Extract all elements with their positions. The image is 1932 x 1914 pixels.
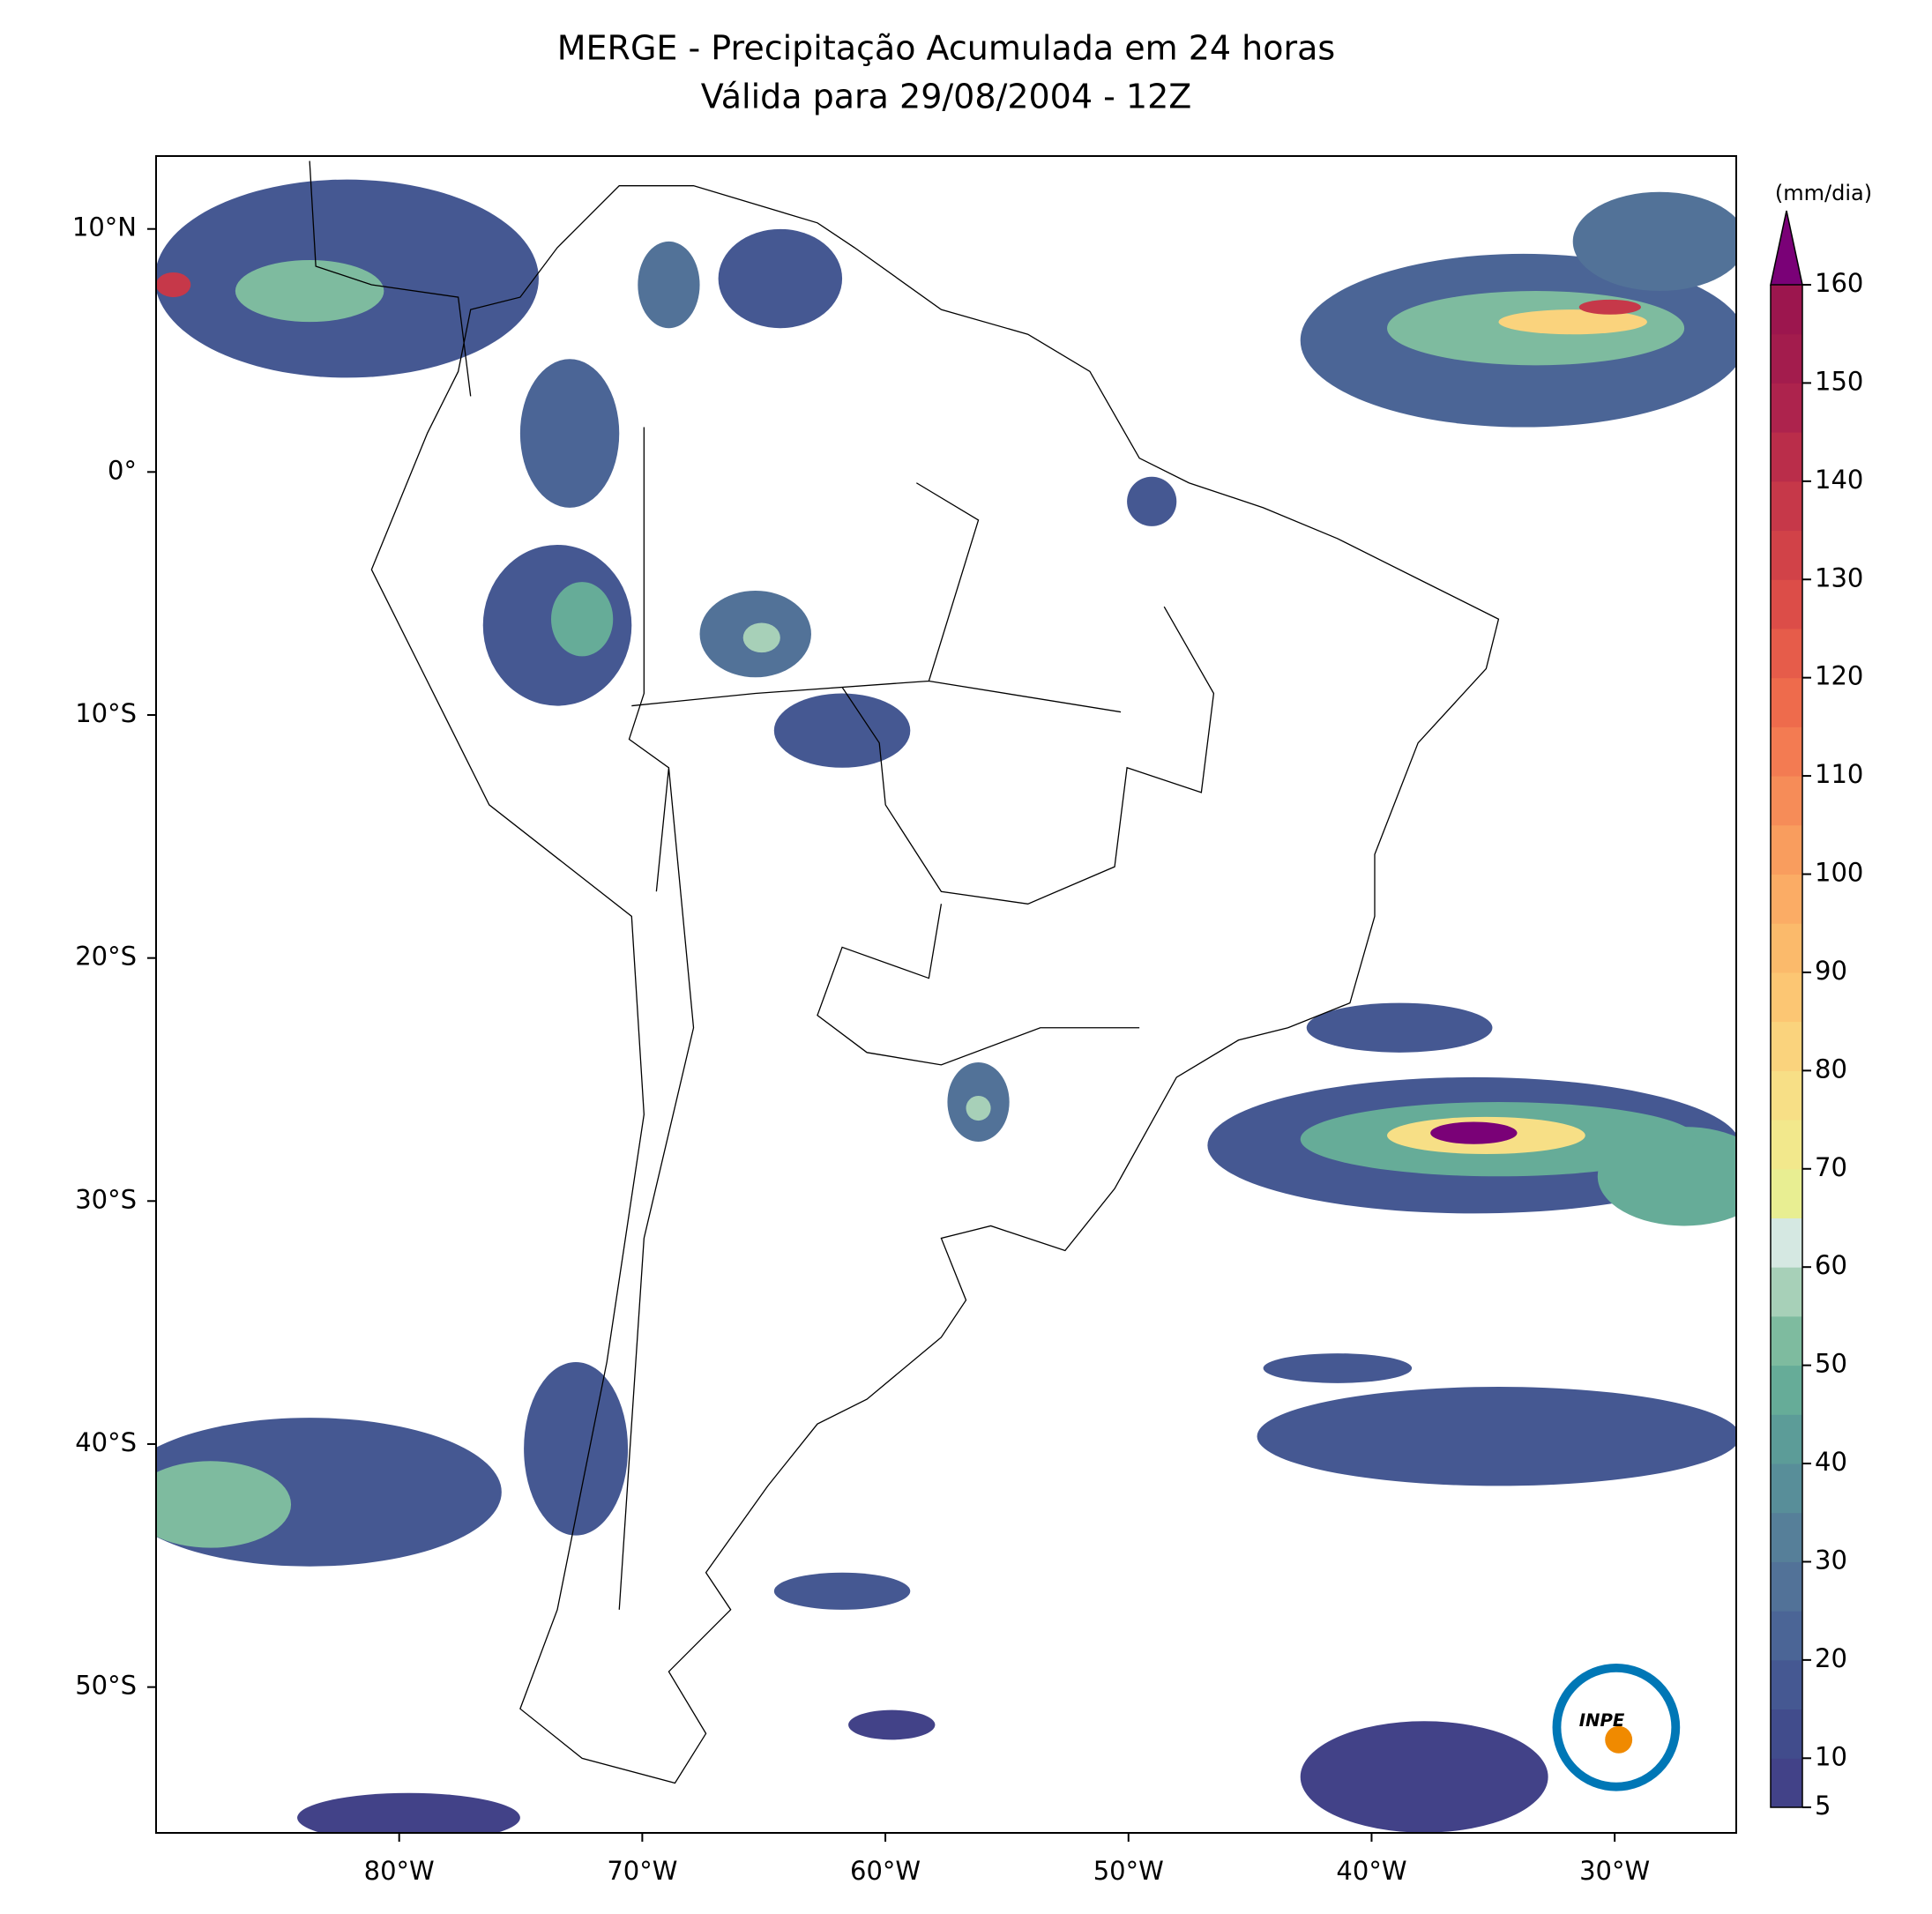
y-tick-label: 20°S xyxy=(75,942,137,972)
colorbar-band xyxy=(1771,923,1802,973)
colorbar-tick-label: 30 xyxy=(1815,1545,1847,1575)
colorbar-tick-label: 50 xyxy=(1815,1349,1847,1379)
country-borders xyxy=(619,428,1213,1610)
logo-text: INPE xyxy=(1579,1710,1625,1731)
colorbar-band xyxy=(1771,972,1802,1023)
colorbar-band xyxy=(1771,1120,1802,1170)
colorbar-band xyxy=(1771,1168,1802,1218)
colorbar-tick-label: 80 xyxy=(1815,1054,1847,1084)
colorbar-tick-label: 20 xyxy=(1815,1643,1847,1673)
colorbar-frame xyxy=(1770,285,1803,1808)
colorbar-tick-label: 90 xyxy=(1815,956,1847,986)
plot-frame xyxy=(155,155,1737,1834)
colorbar-band xyxy=(1771,432,1802,482)
colorbar-tick-label: 5 xyxy=(1815,1791,1831,1821)
colorbar-band xyxy=(1771,628,1802,679)
colorbar-band xyxy=(1771,530,1802,580)
colorbar-band xyxy=(1771,1070,1802,1121)
precipitation-field xyxy=(155,179,1737,1833)
colorbar-band xyxy=(1771,776,1802,826)
title: MERGE - Precipitação Acumulada em 24 hor… xyxy=(557,29,1335,68)
y-tick-label: 10°N xyxy=(72,212,137,242)
colorbar-unit: (mm/dia) xyxy=(1775,181,1872,205)
colorbar-tick-label: 130 xyxy=(1815,562,1863,592)
colorbar-band xyxy=(1771,1463,1802,1514)
y-tick-label: 40°S xyxy=(75,1427,137,1457)
x-tick-label: 80°W xyxy=(364,1856,435,1886)
colorbar-band xyxy=(1771,1365,1802,1415)
y-tick-label: 50°S xyxy=(75,1671,137,1701)
colorbar-band xyxy=(1771,1512,1802,1562)
colorbar-band xyxy=(1771,1709,1802,1759)
colorbar-band xyxy=(1771,1021,1802,1071)
colorbar-band xyxy=(1771,1611,1802,1661)
colorbar-tick-label: 150 xyxy=(1815,366,1863,396)
colorbar-band xyxy=(1771,824,1802,875)
y-tick-label: 30°S xyxy=(75,1184,137,1214)
colorbar-band xyxy=(1771,383,1802,433)
y-tick-label: 0° xyxy=(108,455,137,485)
colorbar-band xyxy=(1771,1267,1802,1317)
map-layer: INPE xyxy=(155,161,1737,1833)
colorbar-extend xyxy=(1770,210,1803,286)
colorbar-tick-label: 110 xyxy=(1815,759,1863,789)
colorbar-band xyxy=(1771,285,1802,335)
colorbar-band xyxy=(1771,1659,1802,1710)
colorbar-band xyxy=(1771,480,1802,532)
colorbar-tick-label: 160 xyxy=(1815,268,1863,298)
x-tick-label: 30°W xyxy=(1579,1856,1650,1886)
colorbar-band xyxy=(1771,1315,1802,1367)
colorbar-band xyxy=(1771,333,1802,384)
y-tick-label: 10°S xyxy=(75,698,137,728)
subtitle: Válida para 29/08/2004 - 12Z xyxy=(701,78,1192,116)
colorbar-band xyxy=(1771,1414,1802,1464)
colorbar-tick-label: 140 xyxy=(1815,465,1863,495)
x-tick-label: 60°W xyxy=(850,1856,921,1886)
x-tick-label: 70°W xyxy=(607,1856,677,1886)
colorbar-band xyxy=(1771,1561,1802,1612)
colorbar-band xyxy=(1771,677,1802,727)
coastline xyxy=(310,161,1498,1784)
colorbar-band xyxy=(1771,1758,1802,1808)
colorbar-band xyxy=(1771,579,1802,629)
colorbar-tick-label: 60 xyxy=(1815,1250,1847,1280)
logo: INPE xyxy=(1552,1663,1681,1791)
colorbar-band xyxy=(1771,874,1802,924)
colorbar-tick-label: 40 xyxy=(1815,1447,1847,1477)
colorbar-band xyxy=(1771,1218,1802,1268)
colorbar-tick-label: 120 xyxy=(1815,661,1863,691)
colorbar-tick-label: 10 xyxy=(1815,1741,1847,1771)
colorbar-tick-label: 100 xyxy=(1815,858,1863,888)
x-tick-label: 40°W xyxy=(1336,1856,1406,1886)
colorbar-band xyxy=(1771,726,1802,777)
colorbar-tick-label: 70 xyxy=(1815,1152,1847,1182)
x-tick-label: 50°W xyxy=(1093,1856,1164,1886)
